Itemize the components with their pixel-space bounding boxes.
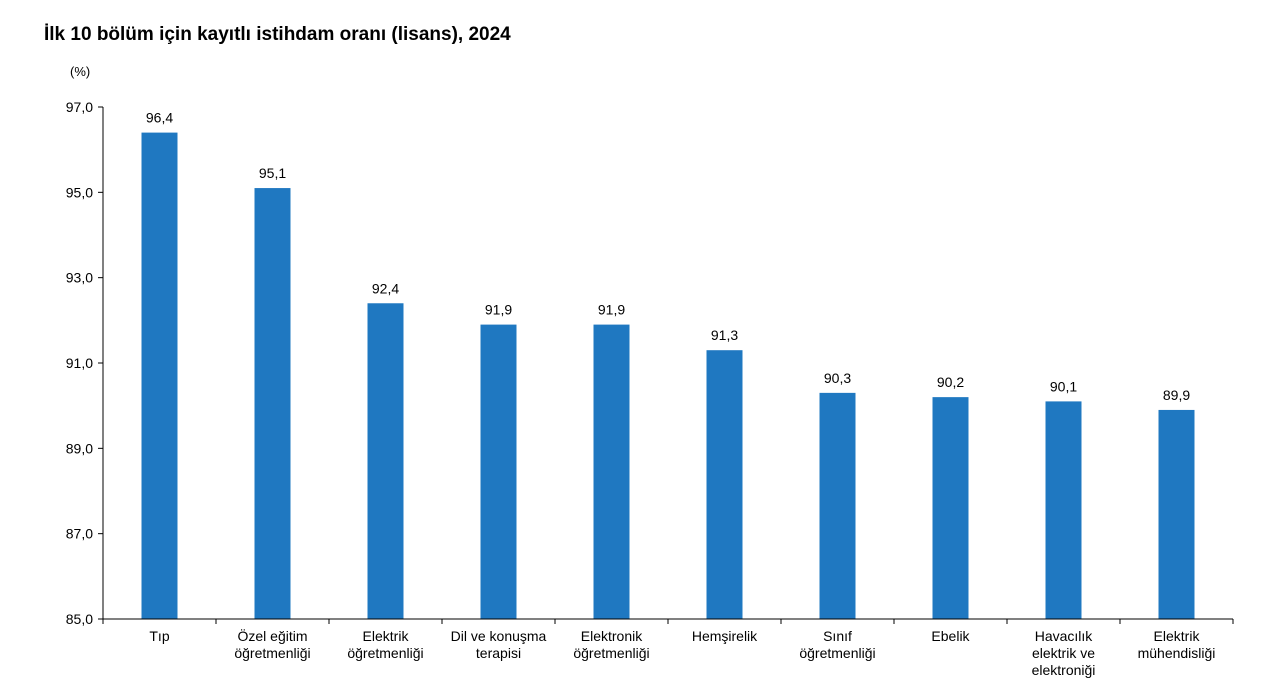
x-tick-label: Tıp [149,628,169,644]
x-tick-label-line: elektroniği [1032,662,1096,678]
chart-title: İlk 10 bölüm için kayıtlı istihdam oranı… [44,24,511,45]
y-tick-label: 85,0 [66,611,93,627]
x-tick-label-line: mühendisliği [1138,645,1216,661]
y-tick-label: 93,0 [66,270,93,286]
data-label: 90,3 [824,370,851,386]
x-tick-label-line: Havacılık [1035,628,1094,644]
data-label: 90,1 [1050,378,1077,394]
data-label: 92,4 [372,280,399,296]
bar [480,324,517,619]
y-tick-label: 89,0 [66,440,93,456]
bar [706,350,743,619]
x-tick-label: Sınıf öğretmenliği [799,628,875,661]
bar [819,392,856,619]
data-label: 90,2 [937,374,964,390]
x-tick-label-line: terapisi [476,645,521,661]
bar [141,132,178,619]
x-tick-label: Havacılık elektrik ve elektroniği [1032,628,1096,678]
bar [593,324,630,619]
bar [932,397,969,619]
x-tick-label: Elektrik öğretmenliği [347,628,423,661]
x-tick-label-line: Özel eğitim [237,627,307,644]
data-label: 96,4 [146,110,173,126]
y-axis-unit: (%) [70,64,90,79]
x-tick-label: Dil ve konuşma terapisi [451,628,547,661]
x-tick-label-line: Elektrik [1154,628,1201,644]
x-tick-label: Hemşirelik [692,628,758,644]
x-tick-label-line: Tıp [149,628,169,644]
x-tick-label-line: Sınıf [823,628,852,644]
data-label: 91,9 [598,302,625,318]
bar [1158,409,1195,619]
labels-layer: 85,0 87,0 89,0 91,0 93,0 95,0 97,0 96,4 Tıp 95,1 Ö… [66,99,1216,678]
y-tick-label: 87,0 [66,526,93,542]
x-tick-label: Ebelik [931,628,970,644]
x-tick-label-line: öğretmenliği [347,645,423,661]
x-tick-label-line: Elektrik [363,628,410,644]
x-tick-label: Elektrik mühendisliği [1138,628,1216,661]
data-label: 91,3 [711,327,738,343]
x-tick-label-line: Elektronik [581,628,643,644]
x-tick-label-line: Ebelik [931,628,970,644]
x-tick-label-line: öğretmenliği [234,645,310,661]
x-tick-label-line: elektrik ve [1032,645,1095,661]
bar [254,188,291,620]
x-tick-label-line: öğretmenliği [799,645,875,661]
data-label: 91,9 [485,302,512,318]
x-tick-label: Elektronik öğretmenliği [573,628,649,661]
x-tick-label-line: Hemşirelik [692,628,758,644]
bar [367,303,404,619]
y-tick-label: 91,0 [66,355,93,371]
y-tick-label: 97,0 [66,99,93,115]
x-tick-label-line: öğretmenliği [573,645,649,661]
y-tick-label: 95,0 [66,184,93,200]
data-label: 95,1 [259,165,286,181]
data-label: 89,9 [1163,387,1190,403]
bars-layer [141,132,1195,620]
x-tick-label: Özel eğitim öğretmenliği [234,627,310,661]
axes-layer [98,106,1234,624]
bar [1045,401,1082,619]
x-tick-label-line: Dil ve konuşma [451,628,547,644]
